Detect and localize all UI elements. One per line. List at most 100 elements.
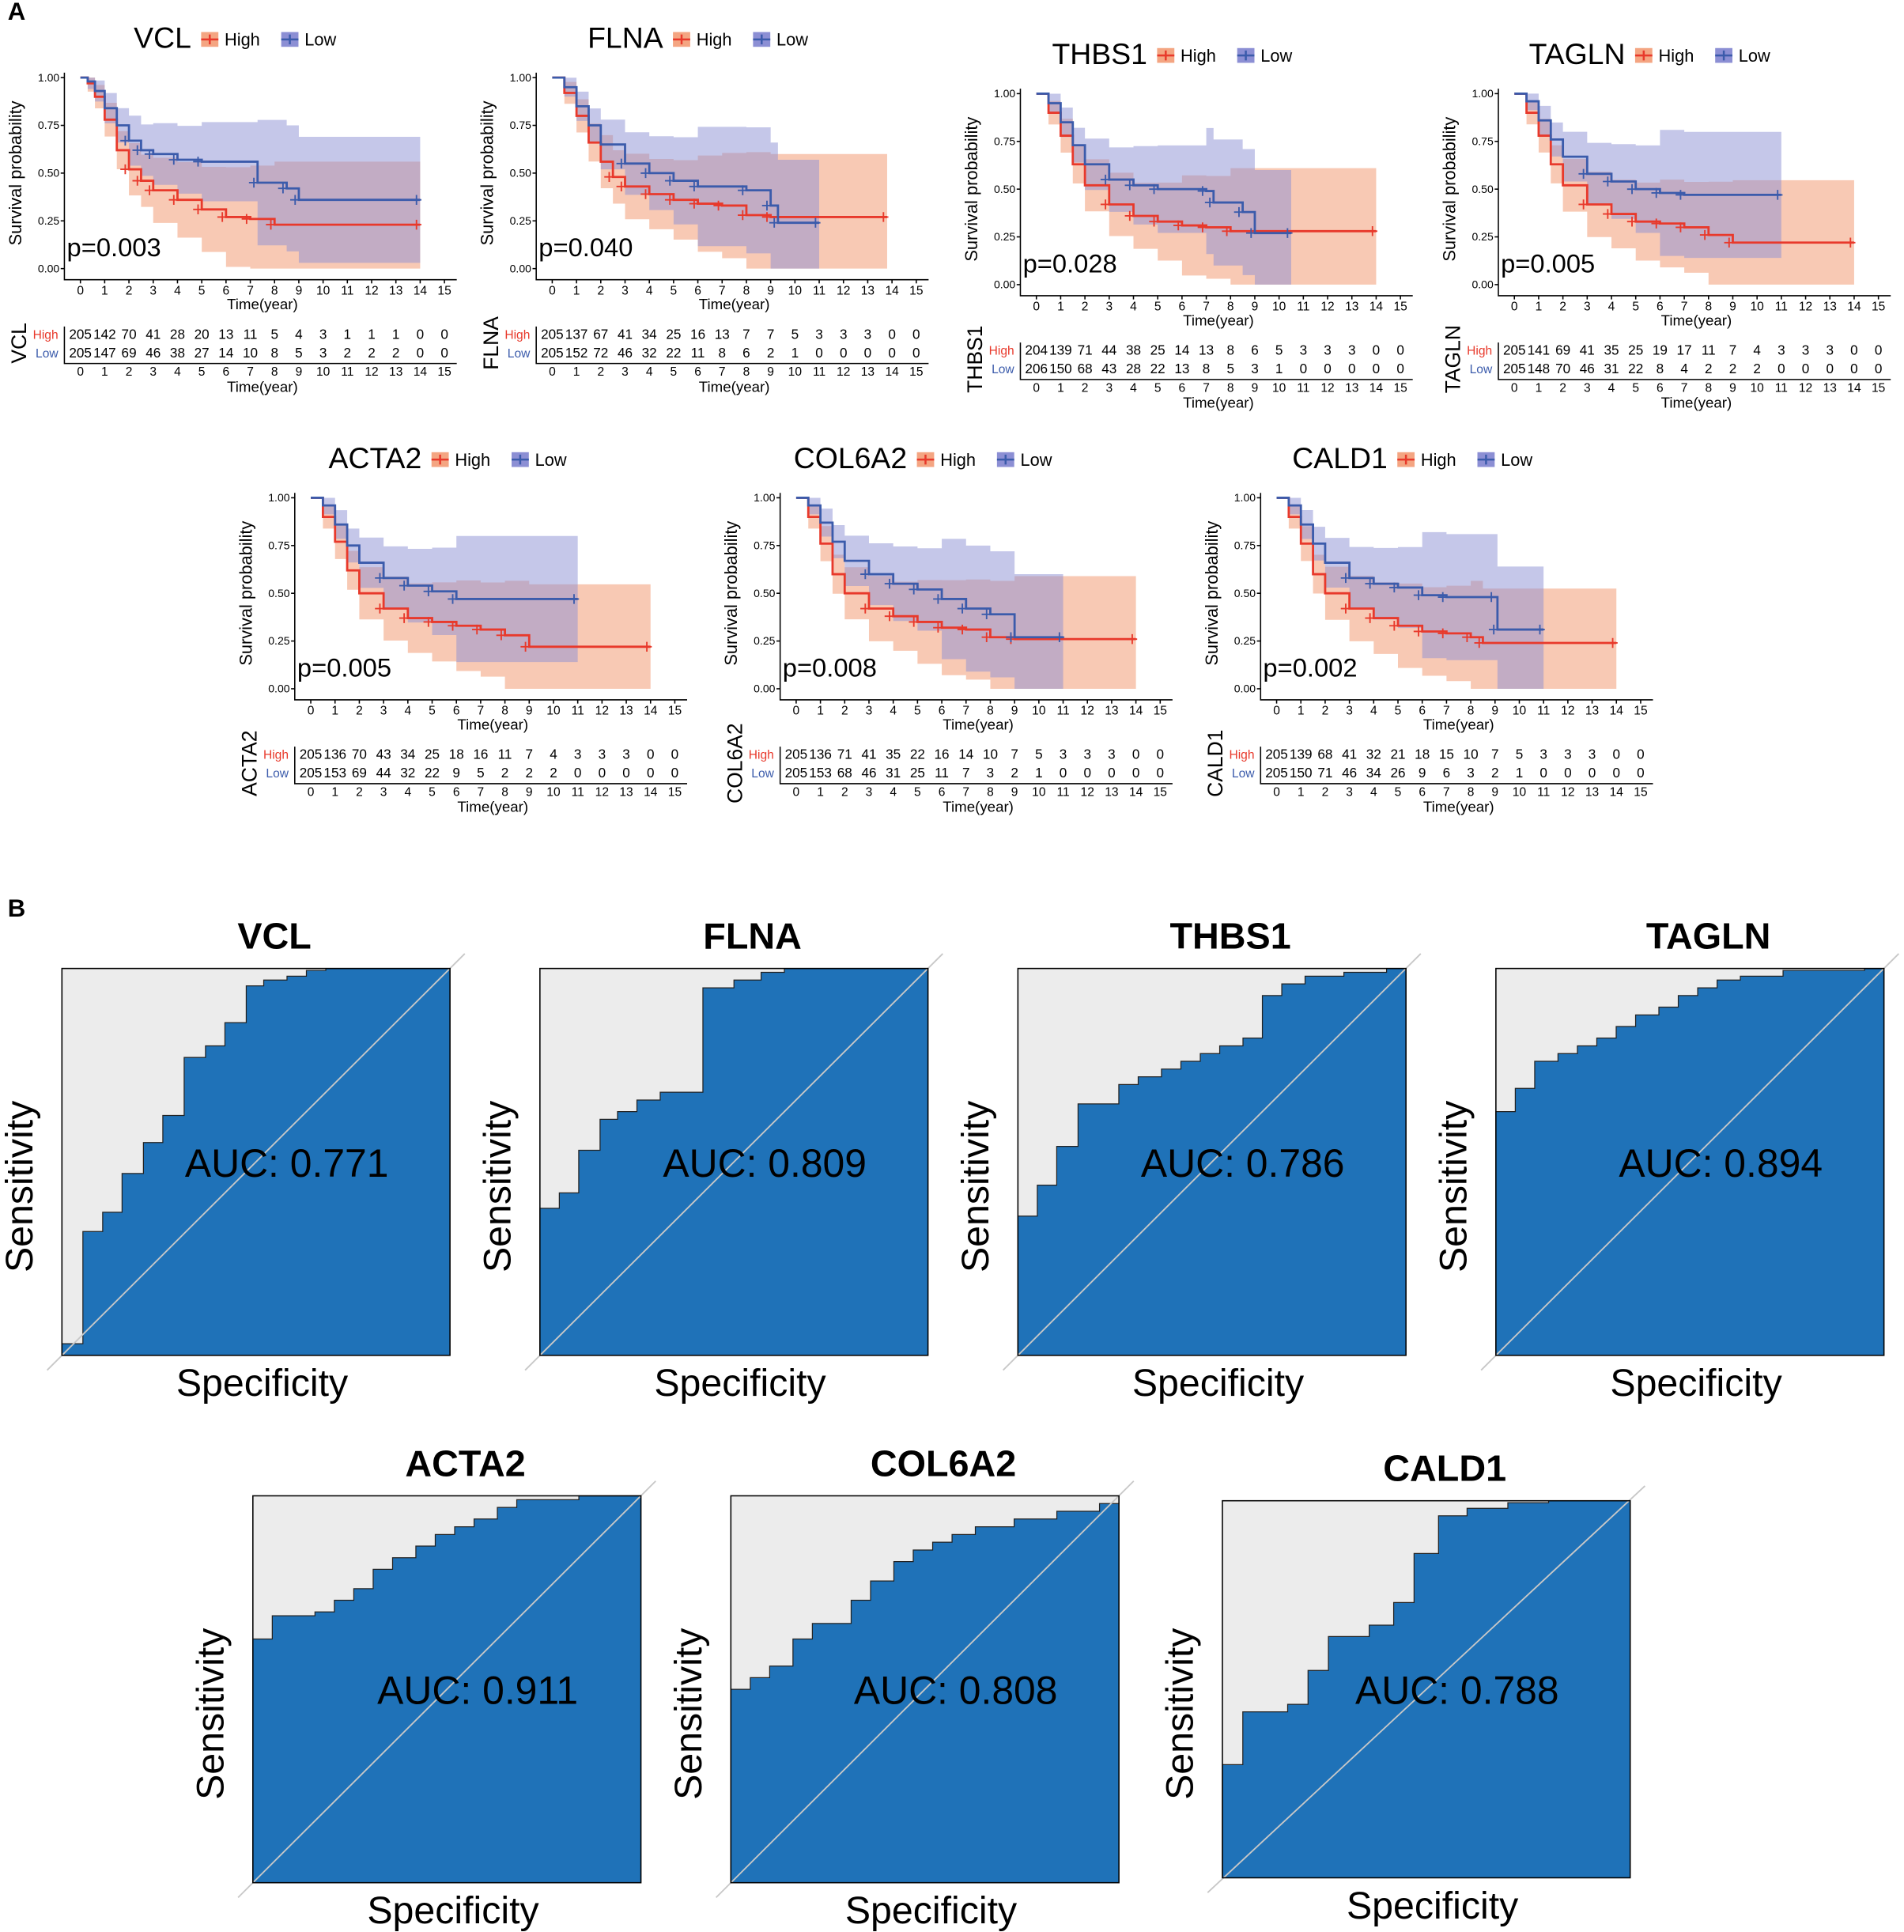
censor-mark-low: [1578, 168, 1589, 180]
chart-title: FLNA: [587, 21, 663, 55]
censor-mark-low: [1124, 180, 1135, 191]
risk-count: 17: [1677, 342, 1692, 358]
x-tick-label: 3: [1105, 301, 1113, 314]
risk-count: 2: [1491, 765, 1499, 781]
x-tick-label: 12: [1799, 301, 1812, 314]
x-tick-label: 9: [767, 284, 774, 297]
y-tick-label: 0.75: [754, 539, 775, 551]
censor-mark-low: [1204, 197, 1215, 208]
risk-x-tick-label: 1: [331, 785, 338, 799]
censor-mark-high: [168, 195, 179, 205]
x-tick-label: 6: [453, 705, 460, 718]
x-tick-label: 2: [1082, 301, 1089, 314]
risk-count: 1: [1275, 361, 1283, 376]
x-tick-label: 9: [1252, 301, 1259, 314]
risk-count: 0: [1612, 765, 1620, 781]
risk-x-tick-label: 13: [389, 365, 402, 379]
roc-title: THBS1: [1170, 916, 1291, 957]
risk-count: 150: [1290, 765, 1313, 781]
risk-x-tick-label: 5: [1154, 381, 1162, 395]
risk-count: 0: [1060, 765, 1067, 781]
x-tick-label: 10: [546, 705, 561, 718]
risk-x-tick-label: 2: [1082, 381, 1089, 395]
y-tick-label: 0.75: [1234, 539, 1256, 551]
censor-mark-high: [860, 603, 871, 614]
risk-count: 5: [1035, 747, 1043, 762]
x-tick-label: 15: [1872, 301, 1886, 314]
risk-count: 142: [93, 326, 116, 342]
risk-count: 137: [565, 326, 588, 342]
y-tick-label: 0.50: [510, 167, 531, 180]
risk-x-axis-label: Time(year): [1183, 395, 1254, 411]
legend-line-high: [1634, 50, 1653, 61]
risk-table-gene-label: VCL: [7, 323, 31, 364]
roc-curve: [730, 1495, 1120, 1883]
risk-count: 4: [1753, 342, 1761, 358]
y-tick-label: 0.00: [510, 262, 531, 274]
risk-table-axes: [1260, 747, 1653, 785]
risk-x-tick-label: 11: [572, 785, 584, 799]
risk-x-tick-label: 2: [841, 785, 848, 799]
x-tick-label: 8: [501, 705, 508, 718]
censor-mark-high: [1603, 209, 1613, 219]
y-tick-label: 0.50: [754, 587, 775, 599]
roc-diagonal: [1480, 953, 1900, 1371]
censor-mark-low: [1535, 624, 1545, 635]
censor-mark-low: [168, 154, 179, 165]
risk-count: 0: [1850, 342, 1858, 358]
risk-count: 35: [886, 747, 901, 762]
y-tick-label: 0.00: [754, 682, 775, 695]
roc-diagonal: [715, 1480, 1135, 1899]
p-value: p=0.040: [538, 233, 633, 262]
roc-diagonal: [1002, 953, 1422, 1371]
y-tick-label: 0.25: [1234, 634, 1256, 647]
x-tick-label: 14: [644, 705, 658, 718]
censor-mark-low: [981, 609, 992, 619]
risk-x-tick-label: 14: [1847, 381, 1861, 395]
risk-count: 22: [910, 747, 925, 762]
risk-count: 0: [1589, 765, 1596, 781]
x-tick-label: 3: [621, 284, 629, 297]
risk-table-axes: [1019, 342, 1413, 380]
x-tick-label: 10: [316, 284, 331, 297]
risk-count: 11: [244, 326, 258, 342]
risk-count: 1: [344, 326, 352, 342]
risk-count: 14: [1174, 342, 1190, 358]
x-tick-label: 12: [1320, 301, 1334, 314]
censor-mark-low: [278, 183, 289, 194]
risk-count: 2: [368, 345, 376, 361]
censor-mark-high: [1389, 621, 1400, 631]
censor-mark-high: [664, 195, 675, 205]
risk-count: 1: [368, 326, 376, 342]
roc-y-axis-label: Sensitivity: [954, 1100, 997, 1272]
risk-count: 3: [1589, 747, 1596, 762]
risk-x-axis-label: Time(year): [1423, 799, 1494, 815]
censor-mark-high: [132, 176, 142, 186]
risk-x-tick-label: 7: [478, 785, 485, 799]
roc-frame: [61, 967, 451, 1356]
risk-x-tick-label: 11: [341, 365, 353, 379]
censor-mark-low: [375, 573, 385, 584]
x-tick-label: 12: [1081, 705, 1094, 718]
risk-count: 43: [1101, 361, 1116, 376]
risk-table-axes: [63, 326, 457, 365]
x-tick-label: 0: [549, 284, 556, 297]
risk-x-tick-label: 6: [939, 785, 946, 799]
risk-count: 0: [417, 326, 425, 342]
risk-count: 0: [1348, 361, 1356, 376]
risk-count: 2: [344, 345, 352, 361]
risk-count: 139: [1290, 747, 1313, 762]
roc-frame: [539, 967, 929, 1356]
risk-count: 0: [912, 345, 920, 361]
censor-mark-low: [569, 594, 580, 604]
survival-curve-high: [311, 497, 651, 648]
risk-x-tick-label: 4: [404, 785, 411, 799]
roc-panel-cald1: CALD1 AUC: 0.788 Specificity Sensitivity: [1159, 1448, 1646, 1927]
chart-title: CALD1: [1292, 441, 1387, 474]
risk-count: 41: [861, 747, 876, 762]
risk-count: 41: [145, 326, 161, 342]
censor-mark-low: [1197, 186, 1208, 196]
risk-count: 16: [935, 747, 950, 762]
risk-count: 7: [526, 747, 534, 762]
risk-count: 205: [785, 747, 808, 762]
